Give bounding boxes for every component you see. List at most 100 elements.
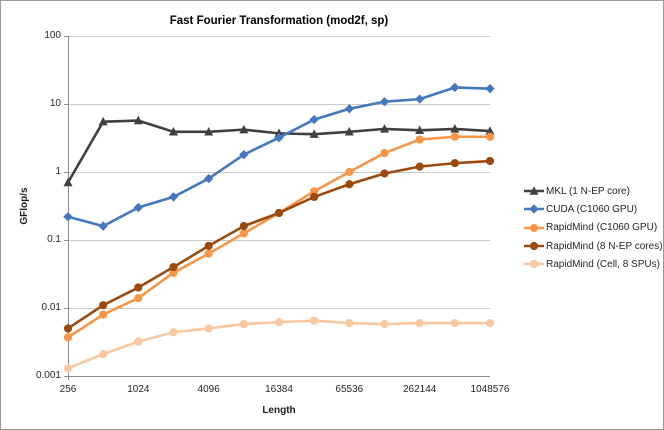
x-tick-label: 65536 bbox=[335, 384, 364, 395]
data-point-marker-icon bbox=[450, 124, 460, 133]
legend-item: CUDA (C1060 GPU) bbox=[524, 200, 663, 218]
legend-item: RapidMind (C1060 GPU) bbox=[524, 219, 663, 237]
data-point-marker-icon bbox=[274, 132, 284, 143]
data-point-marker-icon bbox=[169, 328, 178, 337]
data-point-marker-icon bbox=[415, 162, 424, 171]
data-point-marker-icon bbox=[344, 104, 355, 114]
data-point-marker-icon bbox=[309, 114, 319, 125]
y-tick-label: 100 bbox=[44, 30, 61, 41]
y-tick-label: 10 bbox=[49, 98, 61, 109]
series-line bbox=[66, 319, 492, 370]
data-point-marker-icon bbox=[98, 221, 108, 231]
diamond-marker-icon bbox=[529, 204, 539, 215]
circle-marker-icon bbox=[529, 223, 539, 232]
data-point-marker-icon bbox=[63, 177, 73, 187]
x-tick-label: 1048576 bbox=[470, 384, 510, 395]
data-point-marker-icon bbox=[380, 319, 389, 329]
y-tick-label: 0.001 bbox=[35, 370, 61, 381]
legend-marker-icon bbox=[524, 204, 544, 215]
data-point-marker-icon bbox=[204, 249, 213, 258]
data-point-marker-icon bbox=[380, 169, 389, 178]
x-tick-label: 1024 bbox=[127, 384, 150, 395]
circle-marker-icon bbox=[529, 241, 539, 251]
chart-title: Fast Fourier Transformation (mod2f, sp) bbox=[169, 15, 389, 27]
data-point-marker-icon bbox=[485, 318, 495, 328]
data-point-marker-icon bbox=[450, 82, 460, 93]
data-point-marker-icon bbox=[63, 333, 73, 342]
legend-label: CUDA (C1060 GPU) bbox=[546, 203, 638, 215]
data-point-marker-icon bbox=[168, 192, 179, 202]
data-point-marker-icon bbox=[485, 126, 495, 135]
data-point-marker-icon bbox=[310, 316, 319, 325]
data-point-marker-icon bbox=[485, 156, 495, 166]
data-point-marker-icon bbox=[450, 132, 459, 141]
data-point-marker-icon bbox=[274, 208, 284, 218]
y-tick-label: 1 bbox=[55, 166, 61, 177]
data-point-marker-icon bbox=[380, 148, 389, 158]
data-point-marker-icon bbox=[134, 293, 143, 303]
series-line bbox=[66, 159, 492, 330]
y-tick-label: 0.01 bbox=[41, 302, 61, 313]
legend-label: RapidMind (8 N-EP cores) bbox=[546, 240, 663, 252]
data-point-marker-icon bbox=[133, 202, 144, 213]
legend-marker-icon bbox=[524, 186, 544, 195]
data-point-marker-icon bbox=[239, 149, 249, 160]
data-point-marker-icon bbox=[309, 129, 319, 138]
data-point-marker-icon bbox=[415, 125, 425, 135]
legend-item: RapidMind (8 N-EP cores) bbox=[524, 237, 663, 255]
plot-area bbox=[63, 36, 495, 380]
legend-item: RapidMind (Cell, 8 SPUs) bbox=[524, 255, 663, 273]
data-point-marker-icon bbox=[63, 324, 73, 333]
data-point-marker-icon bbox=[204, 241, 213, 250]
legend: MKL (1 N-EP core) CUDA (C1060 GPU) RapidMi… bbox=[524, 182, 663, 273]
data-point-marker-icon bbox=[345, 180, 354, 189]
x-tick-label: 4096 bbox=[197, 384, 220, 395]
series-line bbox=[66, 86, 492, 228]
data-point-marker-icon bbox=[239, 222, 248, 231]
data-point-marker-icon bbox=[274, 318, 284, 327]
triangle-marker-icon bbox=[529, 186, 539, 195]
x-tick-label: 16384 bbox=[265, 384, 293, 395]
data-point-marker-icon bbox=[450, 159, 459, 168]
data-point-marker-icon bbox=[204, 127, 214, 136]
data-point-marker-icon bbox=[239, 319, 248, 329]
data-point-marker-icon bbox=[99, 349, 108, 359]
y-tick-label: 0.1 bbox=[47, 234, 61, 245]
data-point-marker-icon bbox=[274, 128, 284, 138]
data-point-marker-icon bbox=[134, 337, 143, 346]
data-point-marker-icon bbox=[415, 318, 424, 328]
data-point-marker-icon bbox=[310, 187, 319, 196]
data-point-marker-icon bbox=[203, 173, 214, 184]
data-point-marker-icon bbox=[415, 135, 424, 144]
circle-marker-icon bbox=[529, 260, 539, 269]
data-point-marker-icon bbox=[99, 310, 108, 319]
data-point-marker-icon bbox=[239, 229, 248, 238]
data-point-marker-icon bbox=[99, 301, 108, 310]
data-point-marker-icon bbox=[98, 116, 108, 126]
legend-label: RapidMind (Cell, 8 SPUs) bbox=[546, 258, 660, 270]
data-point-marker-icon bbox=[310, 192, 319, 202]
legend-label: MKL (1 N-EP core) bbox=[546, 185, 630, 197]
data-point-marker-icon bbox=[63, 364, 73, 373]
y-axis-label: GFlop/s bbox=[19, 187, 30, 225]
data-point-marker-icon bbox=[204, 324, 213, 333]
legend-marker-icon bbox=[524, 260, 544, 269]
data-point-marker-icon bbox=[414, 94, 425, 104]
data-point-marker-icon bbox=[345, 318, 354, 328]
x-tick-label: 256 bbox=[59, 384, 77, 395]
data-point-marker-icon bbox=[485, 132, 495, 141]
x-tick-label: 262144 bbox=[402, 384, 437, 395]
legend-marker-icon bbox=[524, 241, 544, 251]
data-point-marker-icon bbox=[169, 127, 178, 136]
data-point-marker-icon bbox=[485, 83, 495, 94]
data-point-marker-icon bbox=[450, 318, 459, 328]
data-point-marker-icon bbox=[345, 167, 354, 177]
data-point-marker-icon bbox=[133, 115, 143, 125]
data-point-marker-icon bbox=[380, 124, 389, 133]
data-point-marker-icon bbox=[169, 262, 178, 272]
legend-item: MKL (1 N-EP core) bbox=[524, 182, 663, 200]
x-axis-label: Length bbox=[262, 405, 296, 416]
legend-label: RapidMind (C1060 GPU) bbox=[546, 222, 658, 234]
legend-marker-icon bbox=[524, 223, 544, 232]
